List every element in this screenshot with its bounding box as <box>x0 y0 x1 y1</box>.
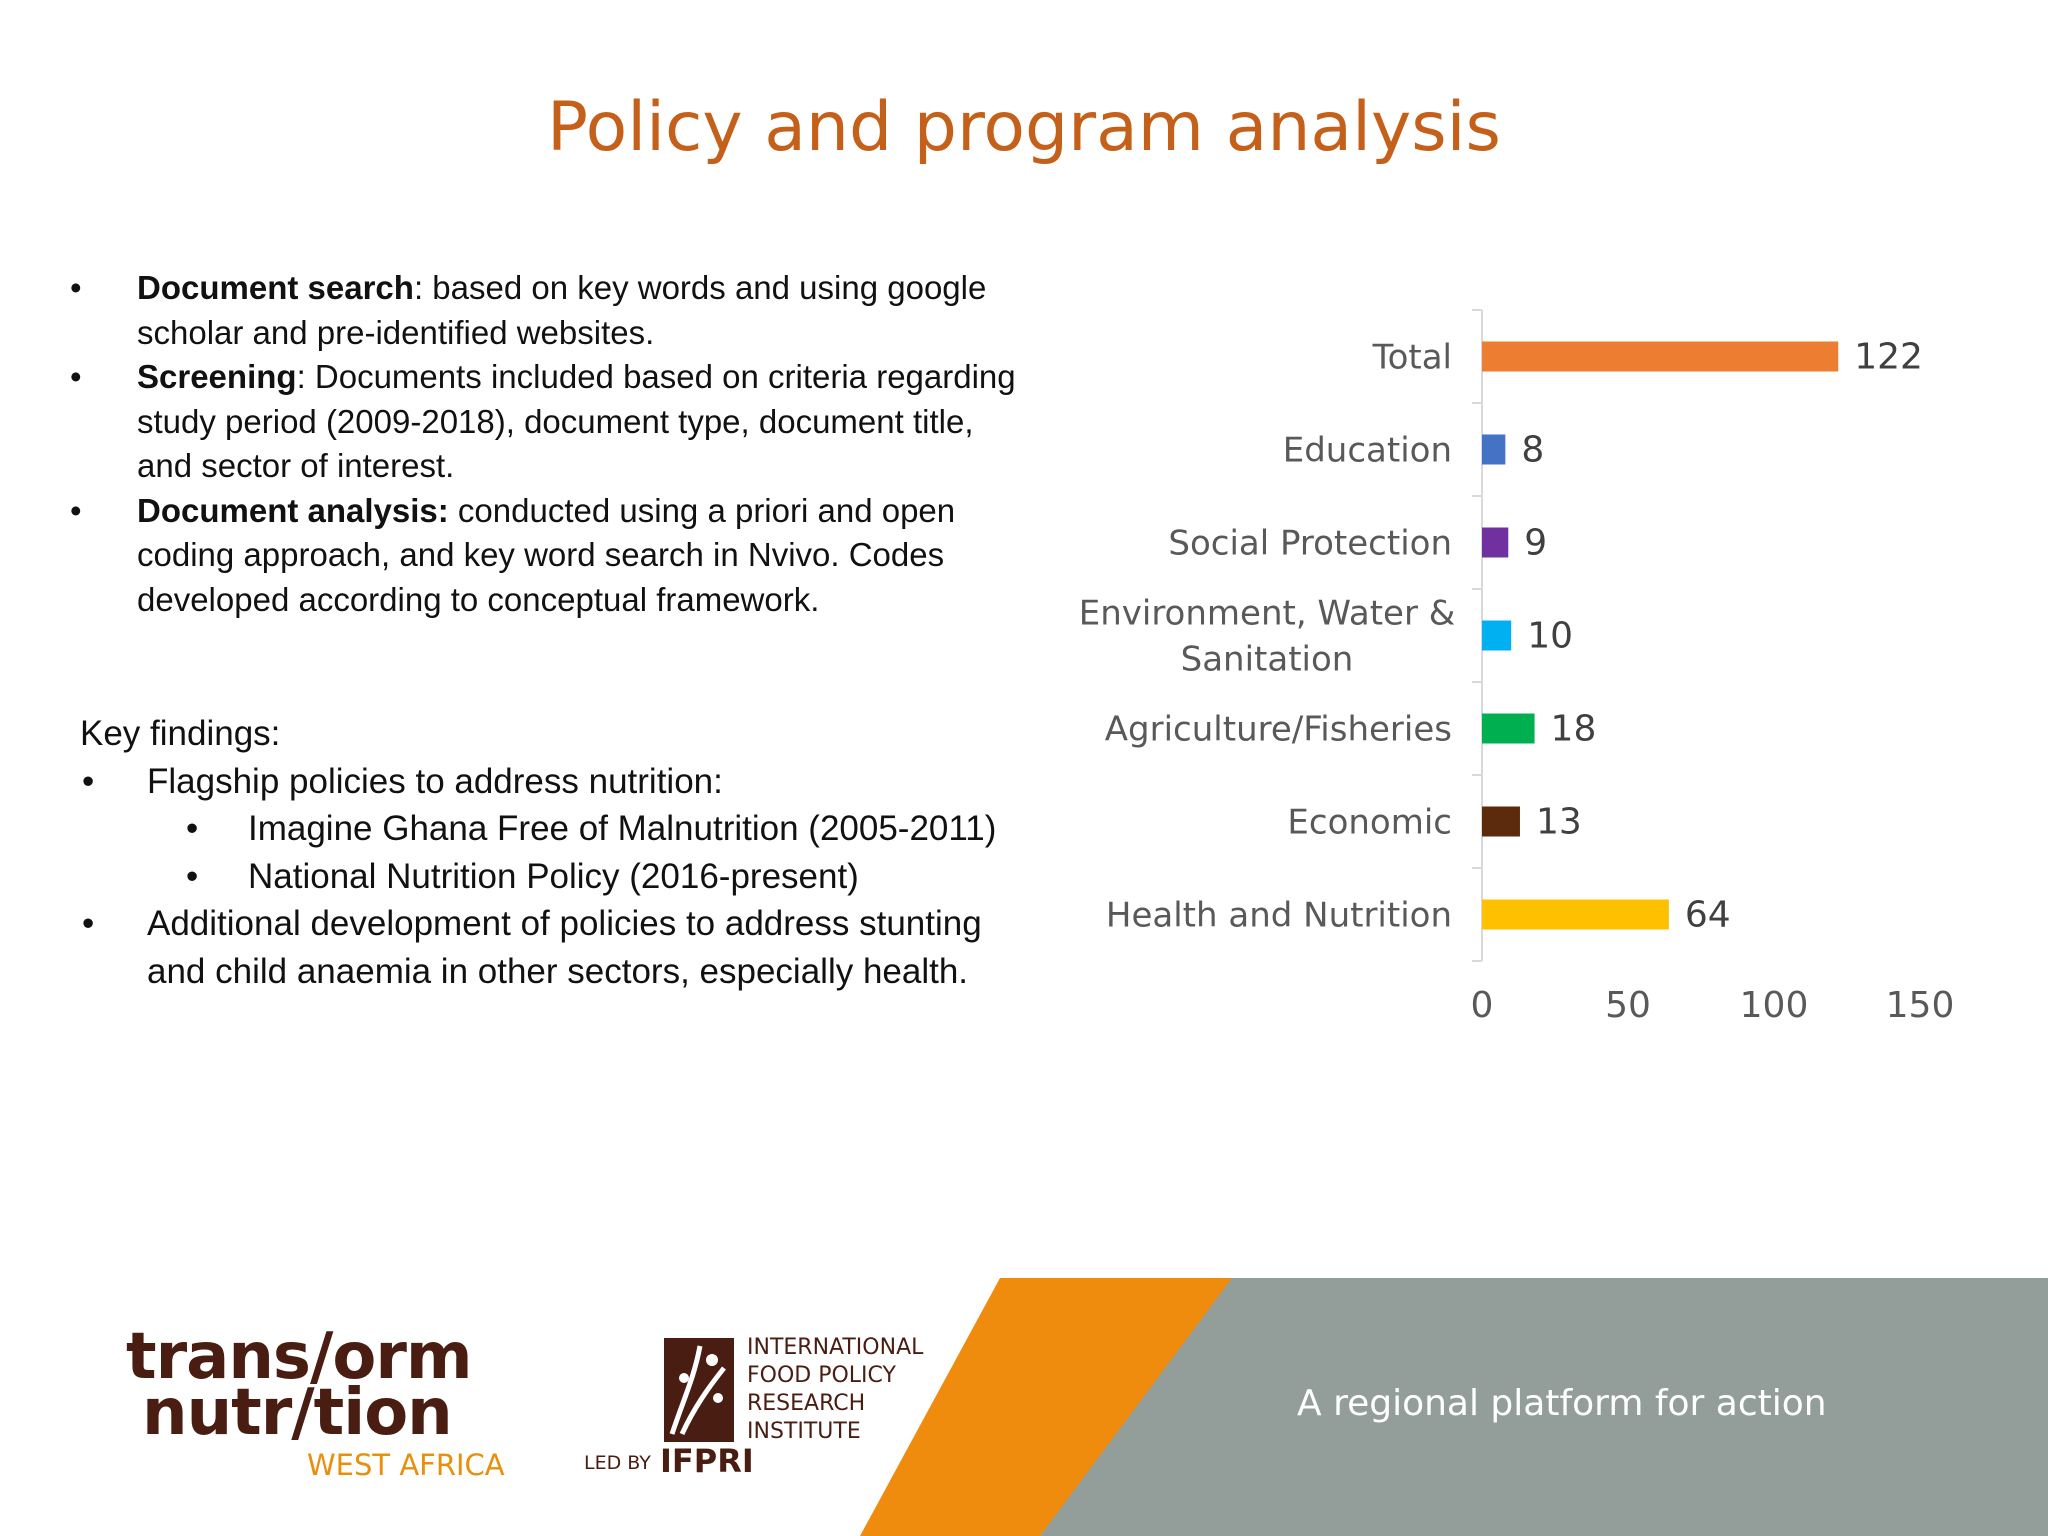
methods-label: Document search <box>137 269 414 306</box>
category-label-line: Agriculture/Fisheries <box>1105 710 1452 750</box>
methods-text: conducted using a priori and open coding… <box>137 491 956 618</box>
bullet: • <box>186 856 199 896</box>
bar <box>1482 527 1509 558</box>
category-label: Social Protection <box>1168 524 1452 564</box>
data-label: 18 <box>1551 709 1597 750</box>
methods-text: : Documents included based on criteria r… <box>137 358 1016 484</box>
methods-list: • Document search: based on key words and… <box>60 266 1020 622</box>
bullet: • <box>82 904 95 943</box>
key-findings-heading: Key findings: <box>80 714 281 753</box>
category-label-line: Environment, Water & <box>1079 594 1456 634</box>
data-label: 64 <box>1685 895 1731 936</box>
finding-text: Additional development of policies to ad… <box>147 904 982 991</box>
ifpri-logo: International Food Policy Research Insti… <box>580 1330 923 1480</box>
x-tick-label: 50 <box>1605 985 1651 1026</box>
category-label-line: Social Protection <box>1168 524 1452 564</box>
methods-item-document-search: • Document search: based on key words and… <box>60 266 1020 355</box>
finding-subitem: • Imagine Ghana Free of Malnutrition (200… <box>80 805 1040 853</box>
category-label: Education <box>1283 431 1452 471</box>
ifpri-led-by: LED BY <box>584 1452 651 1474</box>
finding-item: • Flagship policies to address nutrition: <box>80 758 1040 806</box>
logo-subtitle: WEST AFRICA <box>307 1448 505 1482</box>
category-label-line: Total <box>1372 338 1452 378</box>
logo-text-line: nutr/tion <box>142 1376 453 1450</box>
bar <box>1482 899 1669 930</box>
ifpri-emblem-icon <box>664 1338 734 1442</box>
footer-band <box>860 1278 2048 1536</box>
data-label: 122 <box>1854 337 1923 378</box>
bar <box>1482 341 1839 372</box>
ifpri-name-line: Institute <box>747 1419 861 1444</box>
category-label-line: Education <box>1283 431 1452 471</box>
category-label-line: Economic <box>1287 803 1452 843</box>
finding-text: Flagship policies to address nutrition: <box>147 761 723 801</box>
bullet: • <box>70 358 82 395</box>
ifpri-name-line: International <box>747 1335 924 1360</box>
methods-text: : based on key words and using google sc… <box>137 269 987 351</box>
category-label-line: Health and Nutrition <box>1106 896 1452 936</box>
methods-label: Screening <box>137 358 297 395</box>
category-label: Agriculture/Fisheries <box>1105 710 1452 750</box>
category-label-line: Sanitation <box>1181 640 1354 680</box>
finding-subitem: • National Nutrition Policy (2016-present… <box>80 853 1040 901</box>
data-label: 9 <box>1524 523 1547 564</box>
x-tick-label: 0 <box>1471 985 1494 1026</box>
key-findings: Key findings: • Flagship policies to addr… <box>80 710 1040 995</box>
ifpri-wordmark: IFPRI <box>660 1442 754 1480</box>
ifpri-name-line: Food Policy <box>747 1363 896 1388</box>
ifpri-name: International Food Policy Research Insti… <box>747 1334 923 1446</box>
ifpri-name-line: Research <box>747 1391 866 1416</box>
bar <box>1482 620 1512 651</box>
category-label: Total <box>1372 338 1452 378</box>
x-tick-label: 100 <box>1740 985 1809 1026</box>
finding-text: National Nutrition Policy (2016-present) <box>248 856 859 896</box>
bullet: • <box>82 761 95 801</box>
bullet: • <box>70 269 82 306</box>
methods-item-document-analysis: • Document analysis: conducted using a pr… <box>60 489 1020 623</box>
page-title: Policy and program analysis <box>547 88 1501 167</box>
category-label: Health and Nutrition <box>1106 896 1452 936</box>
footer-gray-panel <box>1040 1278 2048 1536</box>
logo-text-line: trans/orm <box>126 1320 473 1394</box>
footer-orange-stripe <box>860 1278 1240 1536</box>
bullet: • <box>186 809 199 848</box>
category-label: Economic <box>1287 803 1452 843</box>
data-label: 8 <box>1521 430 1544 471</box>
data-label: 10 <box>1527 616 1573 657</box>
finding-text: Imagine Ghana Free of Malnutrition (2005… <box>248 809 997 848</box>
bar <box>1482 713 1535 744</box>
finding-item: • Additional development of policies to a… <box>80 900 1040 995</box>
bar-chart: 122 Total 8 Education 9 Social Protection 10 En… <box>1079 309 1955 1026</box>
data-label: 13 <box>1536 802 1582 843</box>
bar <box>1482 434 1506 465</box>
methods-item-screening: • Screening: Documents included based on … <box>60 355 1020 489</box>
transform-nutrition-logo: trans/orm nutr/tion WEST AFRICA <box>120 1280 520 1482</box>
methods-label: Document analysis: <box>137 491 449 529</box>
footer-tagline: A regional platform for action <box>1297 1383 1827 1424</box>
bullet: • <box>70 491 82 529</box>
category-label: Environment, Water & Sanitation <box>1079 594 1456 680</box>
bar <box>1482 806 1520 837</box>
x-tick-label: 150 <box>1886 985 1955 1026</box>
